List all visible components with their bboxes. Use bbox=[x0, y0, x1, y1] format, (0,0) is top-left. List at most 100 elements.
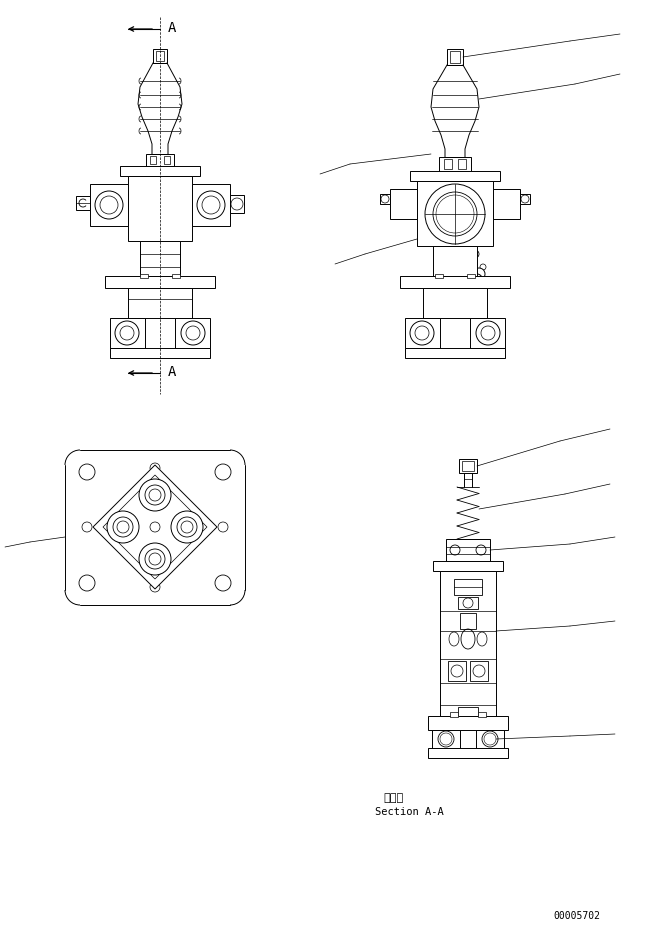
Bar bbox=[76, 197, 90, 210]
Bar bbox=[400, 276, 510, 288]
Bar bbox=[433, 247, 477, 276]
Circle shape bbox=[117, 521, 129, 533]
Bar bbox=[192, 184, 230, 227]
Bar bbox=[459, 460, 477, 474]
Bar bbox=[448, 661, 466, 681]
Bar bbox=[447, 50, 463, 66]
Circle shape bbox=[181, 322, 205, 346]
Bar bbox=[417, 182, 493, 247]
Circle shape bbox=[463, 598, 473, 608]
Text: 00005702: 00005702 bbox=[553, 910, 600, 920]
Bar bbox=[230, 196, 244, 214]
Circle shape bbox=[145, 486, 165, 505]
Bar bbox=[454, 579, 482, 595]
Circle shape bbox=[415, 326, 429, 340]
Circle shape bbox=[521, 196, 529, 204]
Circle shape bbox=[231, 198, 243, 210]
Circle shape bbox=[186, 326, 200, 340]
Circle shape bbox=[100, 197, 118, 215]
Circle shape bbox=[481, 326, 495, 340]
Circle shape bbox=[433, 193, 477, 236]
Bar bbox=[462, 462, 474, 472]
Bar bbox=[470, 319, 505, 349]
Bar bbox=[458, 159, 466, 170]
Bar bbox=[146, 155, 174, 167]
Bar bbox=[458, 707, 478, 719]
Text: 断　面: 断 面 bbox=[383, 793, 403, 802]
Bar bbox=[175, 319, 210, 349]
Bar bbox=[439, 158, 471, 171]
Circle shape bbox=[139, 543, 171, 576]
Circle shape bbox=[215, 464, 231, 480]
Bar bbox=[156, 52, 164, 62]
Circle shape bbox=[473, 269, 485, 281]
Bar bbox=[128, 177, 192, 242]
Bar bbox=[478, 712, 486, 717]
Circle shape bbox=[177, 517, 197, 538]
Bar bbox=[110, 349, 210, 359]
Circle shape bbox=[197, 192, 225, 220]
Text: A: A bbox=[168, 364, 176, 378]
Bar bbox=[432, 730, 460, 748]
Bar bbox=[470, 661, 488, 681]
Polygon shape bbox=[103, 476, 207, 579]
Circle shape bbox=[451, 666, 463, 678]
Bar bbox=[433, 562, 503, 571]
Bar bbox=[380, 195, 390, 205]
Circle shape bbox=[482, 731, 498, 747]
Circle shape bbox=[149, 553, 161, 565]
Circle shape bbox=[149, 489, 161, 502]
Circle shape bbox=[150, 523, 160, 532]
Circle shape bbox=[450, 545, 460, 555]
Circle shape bbox=[150, 582, 160, 592]
Circle shape bbox=[95, 192, 123, 220]
Circle shape bbox=[476, 545, 486, 555]
Bar bbox=[450, 52, 460, 64]
Circle shape bbox=[115, 322, 139, 346]
Text: Section A-A: Section A-A bbox=[375, 806, 444, 816]
Bar bbox=[460, 614, 476, 629]
Bar bbox=[164, 157, 170, 165]
Bar bbox=[435, 274, 443, 279]
Bar bbox=[410, 171, 500, 182]
Bar bbox=[450, 712, 458, 717]
Bar bbox=[390, 190, 417, 220]
Circle shape bbox=[79, 576, 95, 591]
Circle shape bbox=[139, 479, 171, 512]
Bar bbox=[405, 319, 440, 349]
Circle shape bbox=[381, 196, 389, 204]
Bar bbox=[150, 157, 156, 165]
Circle shape bbox=[107, 512, 139, 543]
Bar bbox=[446, 540, 490, 562]
Bar bbox=[153, 50, 167, 64]
Bar bbox=[128, 288, 192, 319]
Bar bbox=[428, 717, 508, 730]
Circle shape bbox=[82, 523, 92, 532]
Bar bbox=[458, 597, 478, 609]
Circle shape bbox=[471, 250, 479, 259]
Bar bbox=[467, 274, 475, 279]
Circle shape bbox=[410, 322, 434, 346]
Bar bbox=[428, 748, 508, 758]
Circle shape bbox=[438, 731, 454, 747]
Bar bbox=[493, 190, 520, 220]
Circle shape bbox=[215, 576, 231, 591]
Circle shape bbox=[181, 521, 193, 533]
Circle shape bbox=[473, 666, 485, 678]
Circle shape bbox=[202, 197, 220, 215]
Bar bbox=[444, 159, 452, 170]
Bar bbox=[440, 571, 496, 717]
Bar bbox=[110, 319, 145, 349]
Bar bbox=[140, 274, 148, 279]
Bar bbox=[140, 242, 180, 276]
Bar bbox=[172, 274, 180, 279]
Circle shape bbox=[480, 265, 486, 271]
Text: A: A bbox=[168, 21, 176, 35]
Bar bbox=[423, 288, 487, 319]
Bar bbox=[405, 349, 505, 359]
Bar bbox=[105, 276, 215, 288]
Circle shape bbox=[218, 523, 228, 532]
Bar bbox=[476, 730, 504, 748]
Circle shape bbox=[79, 464, 95, 480]
Circle shape bbox=[425, 184, 485, 245]
